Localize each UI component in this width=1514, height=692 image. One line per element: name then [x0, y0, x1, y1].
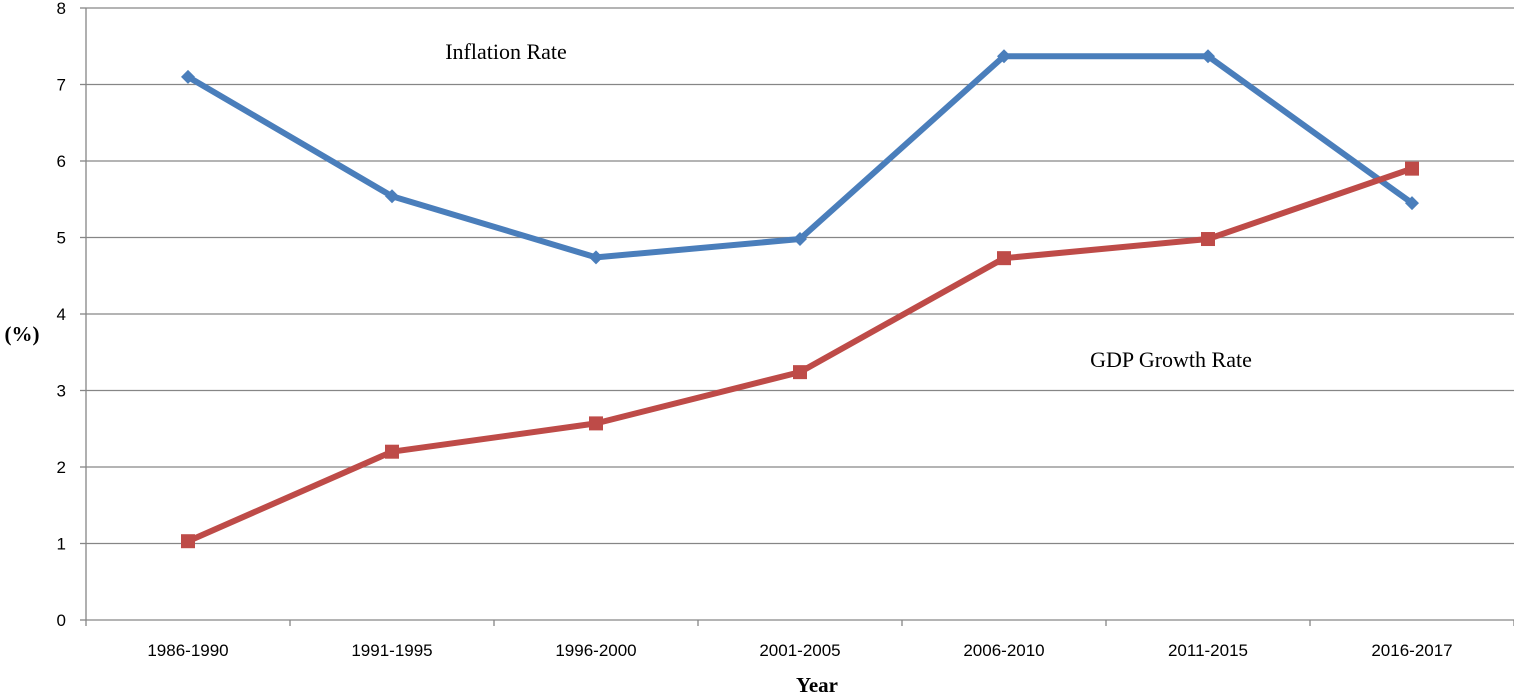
grid-lines: [86, 7, 1514, 545]
data-point-gdp-growth-rate: [385, 444, 399, 459]
data-point-gdp-growth-rate: [1405, 161, 1419, 176]
x-tick-label: 2006-2010: [963, 641, 1044, 660]
y-tick-labels: 0 1 2 3 4 5 6 7 8: [57, 0, 86, 630]
y-tick-label: 6: [57, 152, 66, 171]
series-line-inflation-rate: [185, 53, 1415, 261]
data-point-gdp-growth-rate: [793, 365, 807, 380]
data-point-gdp-growth-rate: [1201, 232, 1215, 247]
data-point-inflation-rate: [997, 49, 1011, 64]
data-point-inflation-rate: [385, 189, 399, 204]
x-axis-title: Year: [796, 673, 838, 692]
data-point-inflation-rate: [793, 232, 807, 247]
series-gdp-growth-rate: [181, 161, 1419, 549]
x-tick-label: 1996-2000: [555, 641, 636, 660]
data-point-gdp-growth-rate: [997, 251, 1011, 266]
data-point-gdp-growth-rate: [181, 534, 195, 549]
x-tick-label: 1991-1995: [351, 641, 432, 660]
y-tick-label: 8: [57, 0, 66, 18]
series-annotation-gdp-growth-rate: GDP Growth Rate: [1090, 347, 1252, 372]
y-tick-label: 1: [57, 535, 66, 554]
y-tick-label: 7: [57, 76, 66, 95]
data-point-inflation-rate: [589, 250, 603, 265]
data-point-inflation-rate: [1201, 49, 1215, 64]
x-tick-label: 2011-2015: [1168, 641, 1248, 660]
x-tick-label: 2001-2005: [759, 641, 840, 660]
y-tick-label: 4: [57, 305, 66, 324]
data-point-inflation-rate: [181, 69, 195, 84]
y-tick-label: 3: [57, 382, 66, 401]
y-tick-label: 2: [57, 458, 66, 477]
data-point-inflation-rate: [1405, 196, 1419, 211]
x-tick-labels: 1986-1990 1991-1995 1996-2000 2001-2005 2006…: [85, 620, 1514, 660]
x-tick-label: 1986-1990: [147, 641, 228, 660]
y-axis-title: (%): [5, 322, 40, 346]
series-group: [181, 49, 1419, 549]
x-tick-label: 2016-2017: [1371, 641, 1452, 660]
y-tick-label: 0: [57, 611, 66, 630]
series-annotation-inflation-rate: Inflation Rate: [445, 39, 567, 64]
series-inflation-rate: [181, 49, 1419, 265]
y-tick-label: 5: [57, 229, 66, 248]
data-point-gdp-growth-rate: [589, 416, 603, 431]
